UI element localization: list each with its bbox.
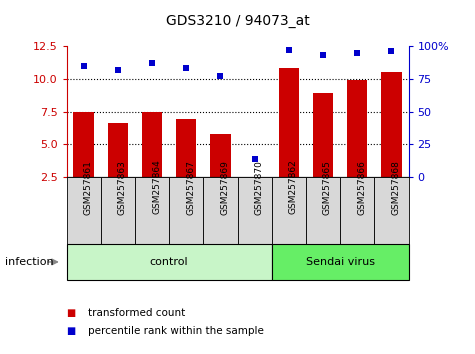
Point [182, 65, 190, 71]
Bar [238, 177, 272, 244]
Text: control: control [150, 257, 189, 267]
Bar [135, 177, 169, 244]
Bar [176, 119, 197, 210]
Bar [381, 72, 402, 210]
Bar [244, 179, 265, 210]
Bar [210, 134, 231, 210]
Bar [169, 177, 203, 244]
Bar [107, 123, 128, 210]
Text: infection: infection [5, 257, 53, 267]
Bar [66, 177, 101, 244]
Text: GSM257869: GSM257869 [220, 160, 229, 215]
Bar [73, 112, 94, 210]
Text: GDS3210 / 94073_at: GDS3210 / 94073_at [166, 14, 309, 28]
Point [80, 63, 87, 68]
Point [148, 60, 156, 66]
Bar [278, 68, 299, 210]
Text: GSM257868: GSM257868 [391, 160, 400, 215]
Bar [272, 177, 306, 244]
Text: ■: ■ [66, 308, 76, 318]
Bar [272, 244, 408, 280]
Bar [347, 80, 368, 210]
Bar [374, 177, 408, 244]
Bar [340, 177, 374, 244]
Bar [203, 177, 238, 244]
Bar [66, 244, 272, 280]
Text: ■: ■ [66, 326, 76, 336]
Bar [142, 112, 162, 210]
Text: GSM257866: GSM257866 [357, 160, 366, 215]
Point [285, 47, 293, 53]
Text: GSM257870: GSM257870 [255, 160, 264, 215]
Text: GSM257867: GSM257867 [186, 160, 195, 215]
Bar [306, 177, 340, 244]
Text: transformed count: transformed count [88, 308, 185, 318]
Text: Sendai virus: Sendai virus [305, 257, 375, 267]
Bar [313, 93, 333, 210]
Text: GSM257861: GSM257861 [84, 160, 93, 215]
Text: GSM257864: GSM257864 [152, 160, 161, 215]
Point [353, 50, 361, 55]
Text: GSM257865: GSM257865 [323, 160, 332, 215]
Text: GSM257863: GSM257863 [118, 160, 127, 215]
Point [217, 73, 224, 79]
Bar [101, 177, 135, 244]
Point [114, 67, 122, 73]
Text: GSM257862: GSM257862 [289, 160, 298, 215]
Point [388, 48, 395, 54]
Point [251, 156, 258, 161]
Text: percentile rank within the sample: percentile rank within the sample [88, 326, 264, 336]
Point [319, 52, 327, 58]
